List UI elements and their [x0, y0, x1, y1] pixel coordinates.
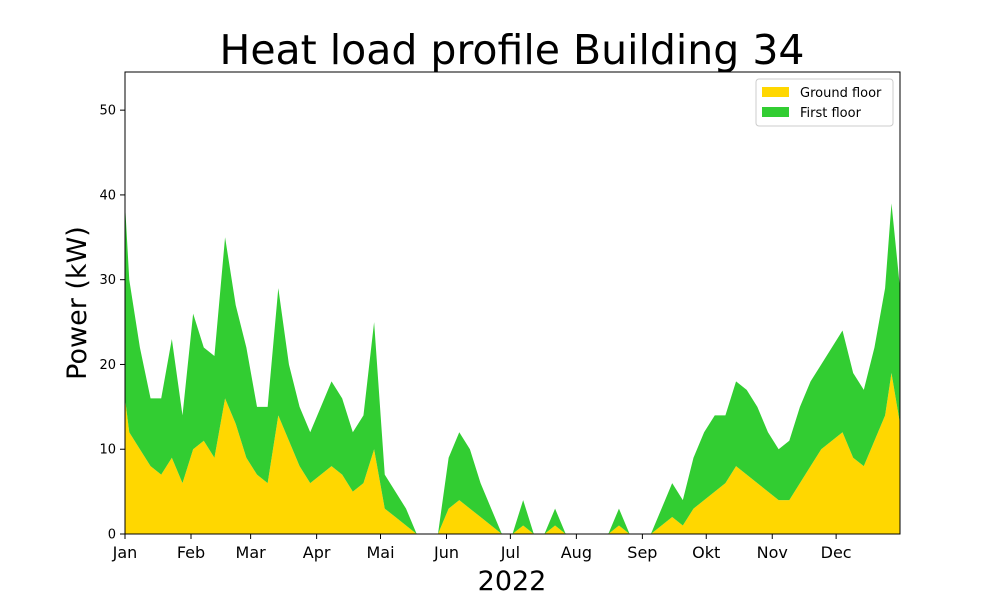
legend-swatch	[762, 87, 789, 97]
x-tick-label: Jul	[500, 543, 520, 562]
x-tick-label: Mai	[366, 543, 394, 562]
x-tick-label: Jan	[112, 543, 138, 562]
x-tick-label: Dec	[821, 543, 852, 562]
legend: Ground floor First floor	[755, 78, 894, 127]
x-tick-label: Aug	[561, 543, 592, 562]
x-tick-label: Apr	[303, 543, 331, 562]
x-tick-label: Mar	[236, 543, 267, 562]
legend-label: First floor	[800, 106, 862, 121]
y-tick-label: 50	[99, 104, 116, 119]
y-tick-label: 20	[99, 358, 116, 373]
y-tick-label: 30	[99, 273, 116, 288]
series-area-ground-floor	[125, 372, 900, 534]
x-tick-label: Okt	[692, 543, 720, 562]
x-tick-label: Feb	[177, 543, 205, 562]
legend-label: Ground floor	[800, 86, 882, 101]
plot-area	[125, 203, 900, 534]
x-tick-label: Nov	[757, 543, 788, 562]
legend-swatch	[762, 107, 789, 117]
y-tick-label: 0	[108, 528, 116, 543]
x-axis-title: 2022	[478, 566, 547, 597]
legend-box	[755, 78, 894, 127]
series-area-first-floor	[125, 203, 900, 534]
chart-title: Heat load profile Building 34	[219, 26, 804, 74]
x-tick-label: Sep	[627, 543, 657, 562]
y-tick-label: 10	[99, 443, 116, 458]
axes: 0 10 20 30 40 50 Jan Feb Mar Apr Mai Jun Jul Aug Sep Ok…	[99, 71, 901, 562]
y-axis-title: Power (kW)	[62, 226, 93, 380]
y-tick-label: 40	[99, 188, 116, 203]
plot-frame	[124, 71, 901, 535]
x-tick-label: Jun	[433, 543, 459, 562]
